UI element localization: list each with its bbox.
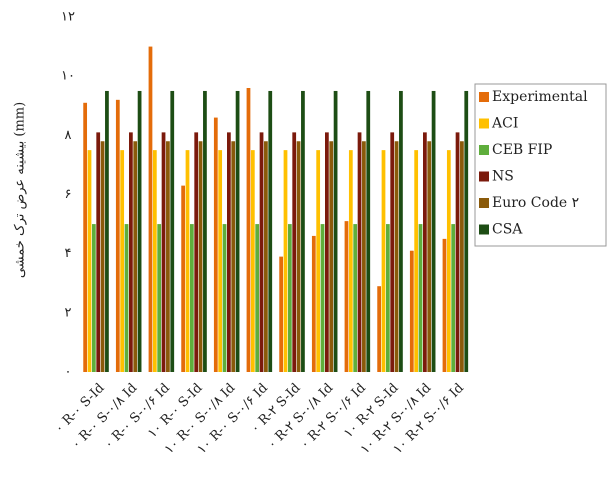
bar	[181, 185, 186, 372]
bar	[227, 132, 231, 372]
bar	[152, 150, 157, 372]
bar	[157, 224, 162, 372]
bar	[115, 99, 120, 372]
y-axis-title: بیشینه عرض ترک خمشی (mm)	[13, 102, 28, 278]
legend-swatch	[479, 118, 489, 129]
bar	[129, 132, 133, 372]
bar	[133, 141, 138, 372]
bar	[325, 132, 329, 372]
legend-label: ACI	[491, 116, 518, 132]
bar	[96, 132, 101, 372]
bar	[203, 90, 207, 372]
bar	[362, 141, 366, 372]
bar	[357, 132, 362, 372]
bar	[279, 256, 284, 372]
bar	[381, 150, 386, 372]
bar	[427, 141, 432, 372]
bar	[366, 90, 371, 372]
bar	[222, 224, 227, 372]
bar	[344, 221, 349, 372]
legend-label: Experimental	[492, 89, 588, 105]
bar	[259, 132, 264, 372]
bar	[353, 224, 358, 372]
bar	[124, 224, 129, 372]
bar	[292, 132, 297, 372]
bar	[218, 150, 223, 372]
bar	[390, 132, 395, 372]
bar	[446, 150, 451, 372]
bar	[385, 224, 390, 372]
y-tick-label: ۲	[65, 305, 72, 320]
bar	[194, 132, 199, 372]
bar	[250, 150, 255, 372]
y-tick-label: ۱۲	[61, 10, 75, 25]
bar	[431, 90, 436, 372]
bar	[377, 286, 382, 372]
bar	[268, 90, 273, 372]
bar	[185, 150, 190, 372]
bar	[320, 224, 325, 372]
y-tick-label: ۶	[65, 187, 72, 202]
legend-label: CSA	[492, 222, 523, 238]
bar	[264, 141, 268, 372]
bar	[213, 117, 218, 372]
y-tick-label: ۸	[65, 128, 72, 143]
bar	[287, 224, 292, 372]
legend-swatch	[479, 145, 489, 155]
bar	[87, 150, 92, 372]
bar	[455, 132, 460, 372]
bar	[409, 250, 414, 372]
legend-swatch	[479, 171, 489, 182]
bar	[148, 46, 153, 372]
bar	[333, 90, 338, 372]
bar	[246, 88, 251, 372]
bar	[235, 90, 240, 372]
legend-box	[474, 83, 607, 247]
bar	[137, 90, 142, 372]
legend-label: Euro Code ۲	[492, 195, 579, 211]
bar	[301, 90, 305, 372]
bar	[105, 90, 109, 372]
bar	[394, 141, 399, 372]
bar	[100, 141, 105, 372]
bar	[189, 224, 194, 372]
bar	[231, 141, 236, 372]
bar	[464, 90, 469, 372]
legend-swatch	[479, 224, 489, 235]
legend-swatch	[479, 198, 489, 208]
legend-swatch	[479, 92, 489, 102]
bar	[83, 102, 88, 373]
bar	[418, 224, 423, 372]
bar	[423, 132, 427, 372]
bar	[311, 235, 316, 372]
legend-label: NS	[492, 169, 514, 185]
bar	[170, 90, 175, 372]
bar	[198, 141, 203, 372]
bar	[316, 150, 321, 372]
y-tick-label: ۰	[65, 365, 72, 380]
bar	[414, 150, 419, 372]
bar	[166, 141, 170, 372]
bar	[255, 224, 260, 372]
bar	[348, 150, 353, 372]
y-tick-label: ۱۰	[61, 69, 75, 84]
bar	[296, 141, 301, 372]
legend: Experimental ACI CEB FIP NS Euro Code ۲ CSA	[474, 83, 607, 247]
legend-label: CEB FIP	[492, 142, 552, 158]
bar	[120, 150, 125, 372]
bar	[329, 141, 334, 372]
bar	[161, 132, 166, 372]
bar	[442, 238, 447, 372]
bar	[283, 150, 288, 372]
bar	[460, 141, 464, 372]
bar	[451, 224, 456, 372]
y-tick-label: ۴	[65, 246, 72, 261]
bar	[91, 224, 96, 372]
bar	[399, 90, 403, 372]
